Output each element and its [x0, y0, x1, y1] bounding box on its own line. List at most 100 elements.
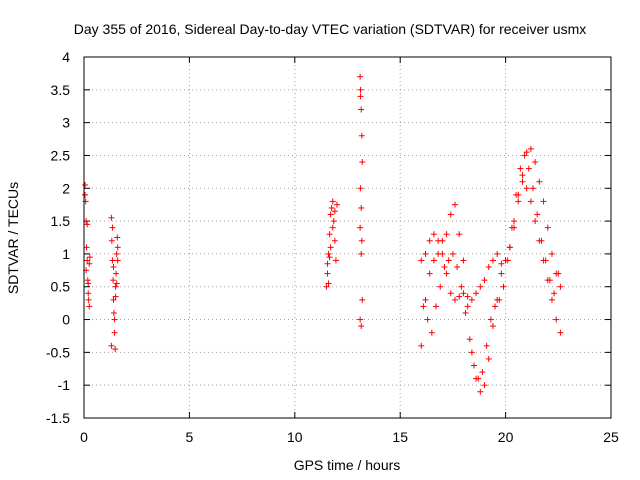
data-point — [511, 218, 518, 225]
data-point — [439, 237, 446, 244]
data-point — [452, 296, 459, 303]
data-point — [460, 257, 467, 264]
data-point — [331, 237, 338, 244]
data-point — [470, 362, 477, 369]
data-point — [112, 283, 119, 290]
data-point — [441, 264, 448, 271]
data-point — [111, 329, 118, 336]
data-point — [326, 254, 333, 261]
data-point — [532, 159, 539, 166]
data-point — [481, 382, 488, 389]
data-point — [426, 270, 433, 277]
data-point — [498, 260, 505, 267]
tick-layer: 0 5 10 15 20 25 -1.5 -1 -0.5 0 0.5 1 1.5 2 2.5 3 3.5 4 — [46, 49, 619, 445]
y-tick-label: 4 — [62, 49, 70, 65]
data-point — [464, 293, 471, 300]
data-point — [114, 234, 121, 241]
data-point — [430, 231, 437, 238]
data-point — [110, 296, 117, 303]
x-tick-label: 15 — [392, 429, 408, 445]
y-tick-label: -1.5 — [46, 410, 70, 426]
data-point — [468, 349, 475, 356]
data-point — [82, 181, 89, 188]
data-point — [86, 254, 93, 261]
data-point — [555, 270, 562, 277]
y-tick-label: 3.5 — [51, 82, 71, 98]
data-point — [326, 231, 333, 238]
data-point — [519, 172, 526, 179]
data-point — [418, 257, 425, 264]
data-point — [504, 257, 511, 264]
data-point — [358, 250, 365, 257]
data-point — [112, 346, 119, 353]
data-point — [333, 201, 340, 208]
data-point — [113, 280, 120, 287]
data-point — [508, 224, 515, 231]
data-point — [357, 73, 364, 80]
data-point — [557, 329, 564, 336]
data-point — [466, 336, 473, 343]
x-tick-label: 10 — [287, 429, 303, 445]
data-point — [330, 218, 337, 225]
data-point — [523, 149, 530, 156]
data-point — [324, 270, 331, 277]
data-point — [538, 237, 545, 244]
data-point — [110, 264, 117, 271]
data-point — [458, 283, 465, 290]
data-point — [521, 152, 528, 159]
data-point — [435, 250, 442, 257]
data-point — [553, 316, 560, 323]
data-point — [114, 244, 121, 251]
data-point — [485, 264, 492, 271]
data-point — [327, 211, 334, 218]
data-point — [489, 257, 496, 264]
data-point — [479, 369, 486, 376]
data-point — [546, 277, 553, 284]
data-point — [449, 250, 456, 257]
data-point — [540, 198, 547, 205]
x-axis-label: GPS time / hours — [294, 457, 401, 473]
x-tick-label: 5 — [186, 429, 194, 445]
y-tick-label: 3 — [62, 115, 70, 131]
data-point — [534, 211, 541, 218]
data-point — [323, 283, 330, 290]
data-point — [430, 257, 437, 264]
data-point — [357, 316, 364, 323]
data-point — [492, 303, 499, 310]
data-point — [447, 211, 454, 218]
y-tick-label: 2.5 — [51, 147, 71, 163]
data-point — [500, 283, 507, 290]
data-point — [506, 244, 513, 251]
data-point — [477, 283, 484, 290]
data-point — [454, 264, 461, 271]
data-point — [548, 296, 555, 303]
data-point — [325, 250, 332, 257]
data-point — [329, 198, 336, 205]
data-point — [548, 250, 555, 257]
y-tick-label: 0.5 — [51, 279, 71, 295]
data-point — [557, 283, 564, 290]
data-point — [494, 250, 501, 257]
data-point — [86, 260, 93, 267]
y-axis-label: SDTVAR / TECUs — [5, 182, 21, 294]
data-point — [527, 198, 534, 205]
data-point — [108, 342, 115, 349]
data-point — [422, 250, 429, 257]
chart-title: Day 355 of 2016, Sidereal Day-to-day VTE… — [74, 21, 587, 37]
data-point — [85, 296, 92, 303]
data-point — [445, 257, 452, 264]
data-point — [515, 198, 522, 205]
y-tick-label: -0.5 — [46, 344, 70, 360]
data-point — [523, 185, 530, 192]
data-point — [324, 260, 331, 267]
data-point — [329, 224, 336, 231]
data-point — [464, 303, 471, 310]
data-point — [443, 270, 450, 277]
data-point — [328, 204, 335, 211]
data-point — [357, 224, 364, 231]
data-point — [460, 290, 467, 297]
data-point — [519, 178, 526, 185]
data-point — [532, 218, 539, 225]
data-point — [483, 342, 490, 349]
